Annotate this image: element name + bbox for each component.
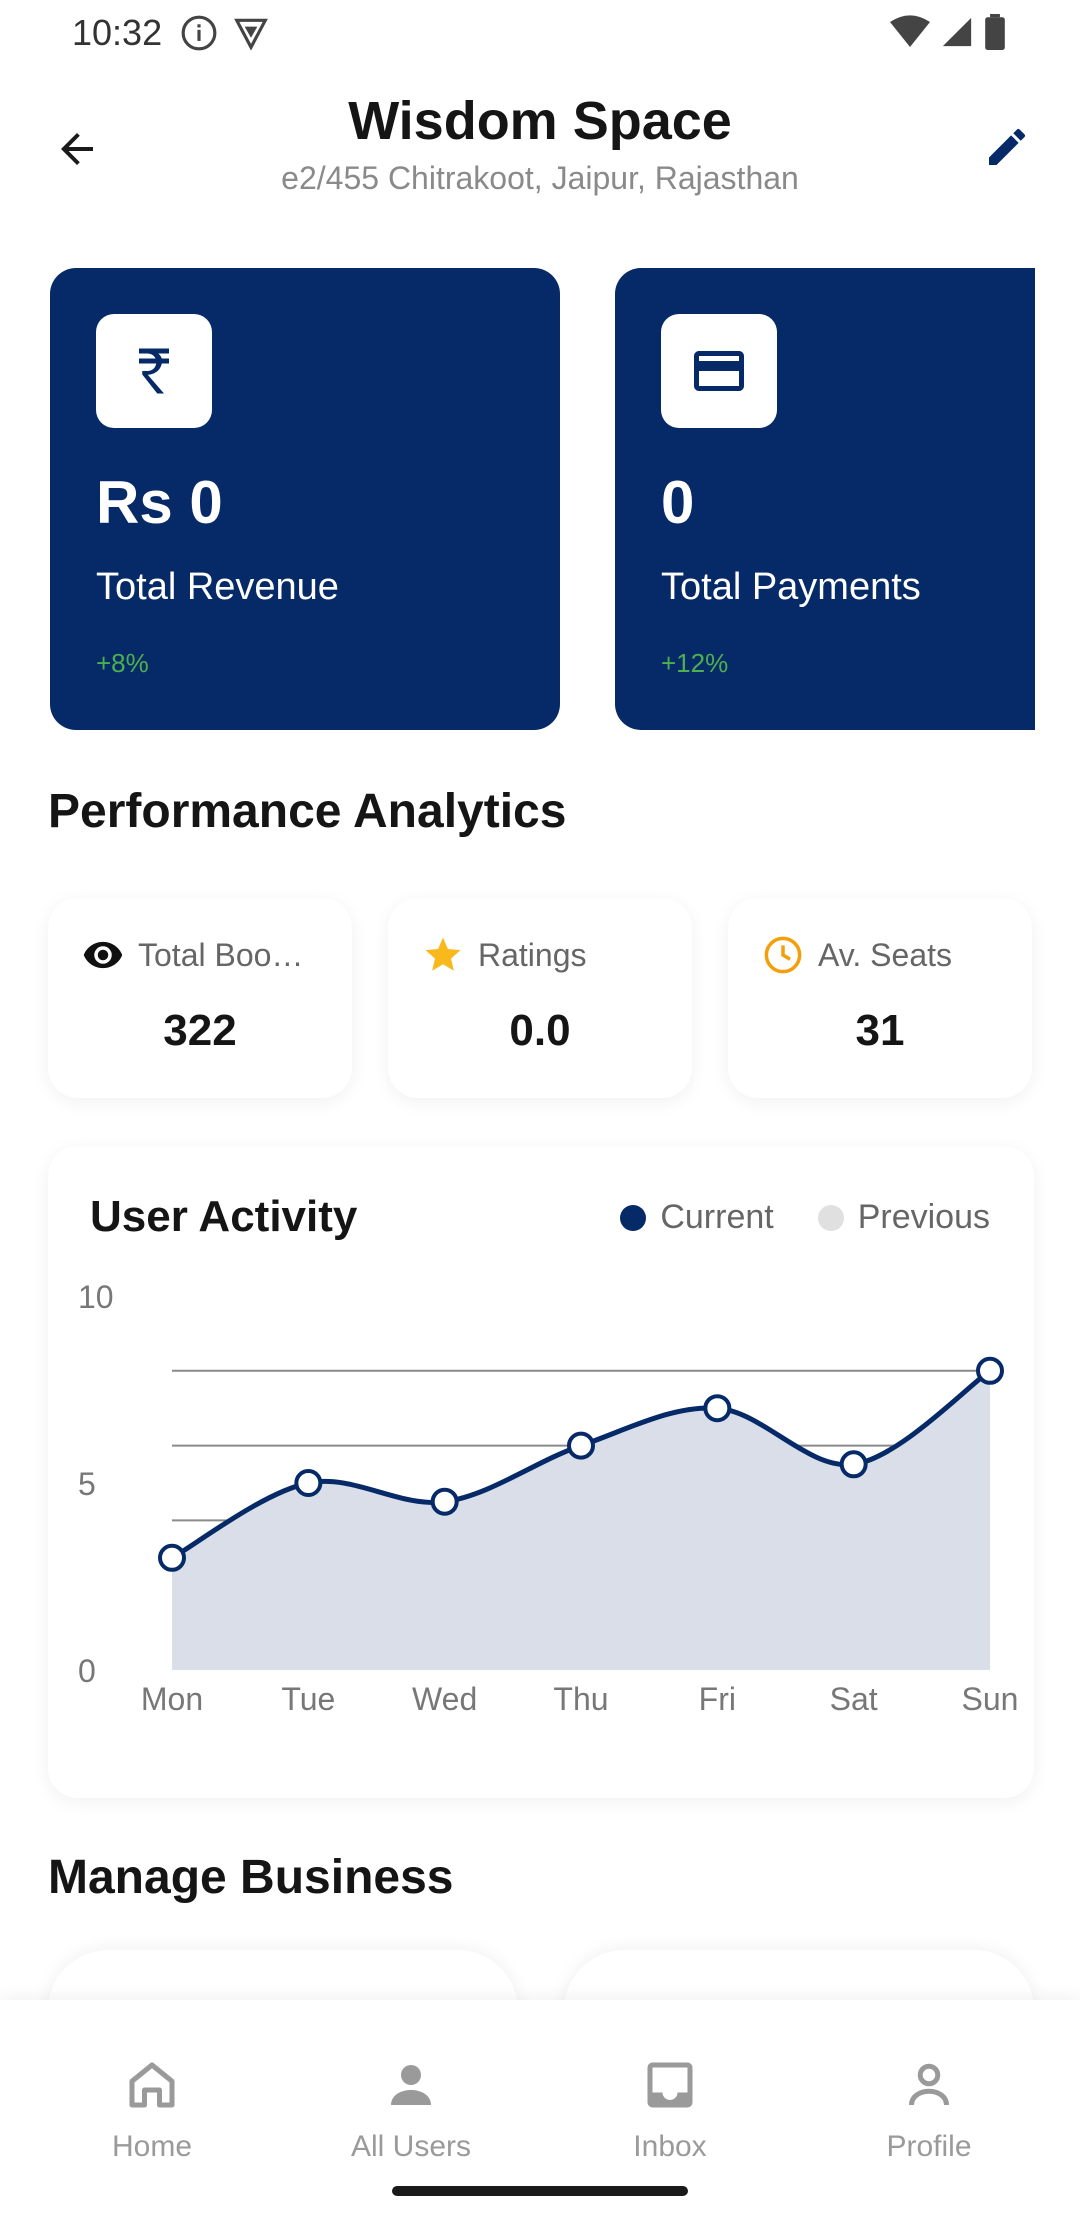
page-subtitle: e2/455 Chitrakoot, Jaipur, Rajasthan	[281, 160, 799, 196]
battery-icon	[985, 14, 1005, 50]
data-point	[976, 1356, 1004, 1385]
x-tick-label: Fri	[699, 1681, 736, 1717]
status-bar: 10:32	[0, 0, 1080, 66]
home-icon	[129, 2062, 175, 2108]
legend-dot	[620, 1204, 647, 1231]
legend-item-current: Current	[620, 1198, 774, 1237]
metric-value: 0.0	[509, 1006, 571, 1055]
eye-icon	[83, 941, 123, 969]
vpn-shield-icon	[234, 18, 268, 51]
legend-label: Previous	[857, 1198, 990, 1236]
pencil-icon	[989, 128, 1026, 165]
user-activity-chart: 10 5 0 Mon Tue Wed Thu Fri Sat Sun	[78, 1279, 1019, 1717]
performance-section-title: Performance Analytics	[48, 785, 567, 838]
rupee-icon-box	[96, 314, 212, 428]
revenue-value: Rs 0	[96, 469, 223, 536]
y-tick-label: 5	[78, 1466, 96, 1502]
y-tick-label: 0	[78, 1653, 96, 1689]
user-icon	[391, 2065, 431, 2105]
x-tick-label: Tue	[281, 1681, 335, 1717]
data-point	[567, 1431, 595, 1460]
x-tick-label: Mon	[141, 1681, 203, 1717]
legend-label: Current	[660, 1198, 774, 1236]
wifi-icon	[890, 15, 930, 48]
clock-icon	[764, 936, 802, 974]
revenue-label: Total Revenue	[96, 566, 339, 608]
legend-dot	[817, 1204, 844, 1231]
nav-label: Profile	[886, 2130, 972, 2163]
data-point	[430, 1487, 459, 1516]
nav-label: Inbox	[633, 2130, 707, 2163]
x-tick-label: Sat	[830, 1681, 878, 1717]
x-tick-label: Sun	[962, 1681, 1019, 1717]
star-icon	[425, 937, 461, 971]
y-tick-label: 10	[78, 1279, 114, 1315]
x-tick-label: Wed	[412, 1681, 477, 1717]
nav-inbox[interactable]: Inbox	[570, 2050, 770, 2164]
nav-home[interactable]: Home	[52, 2050, 252, 2164]
data-point	[294, 1469, 323, 1497]
metric-value: 322	[163, 1006, 237, 1055]
total-bookings-card[interactable]: Total Boo… 322	[48, 898, 352, 1098]
total-revenue-card[interactable]: Rs 0 Total Revenue +8%	[50, 268, 560, 730]
home-indicator	[392, 2186, 688, 2196]
x-tick-label: Thu	[553, 1681, 608, 1717]
revenue-change: +8%	[96, 648, 149, 678]
manage-section-title: Manage Business	[48, 1851, 454, 1904]
status-notifications	[180, 14, 270, 52]
status-time: 10:32	[72, 12, 163, 53]
metric-label: Total Boo…	[138, 936, 304, 973]
user-activity-card: User Activity Current Previous 10 5 0 Mon Tu…	[48, 1146, 1034, 1798]
ratings-card[interactable]: Ratings 0.0	[388, 898, 692, 1098]
metric-label: Av. Seats	[818, 936, 952, 973]
profile-icon	[909, 2063, 949, 2106]
nav-label: Home	[111, 2130, 193, 2163]
rupee-icon	[139, 348, 169, 394]
data-point	[839, 1450, 868, 1479]
info-icon	[181, 15, 217, 51]
edit-button[interactable]	[974, 114, 1040, 180]
payments-change: +12%	[661, 648, 729, 678]
payments-value: 0	[661, 469, 695, 536]
available-seats-card[interactable]: Av. Seats 31	[728, 898, 1032, 1098]
legend-item-previous: Previous	[817, 1198, 990, 1237]
signal-icon	[942, 17, 972, 47]
metric-value: 31	[855, 1006, 905, 1055]
chart-title: User Activity	[90, 1192, 358, 1241]
card-icon	[694, 351, 744, 391]
status-system	[890, 14, 1006, 50]
data-point	[158, 1543, 186, 1572]
inbox-icon	[647, 2062, 693, 2108]
data-point	[703, 1394, 732, 1423]
payments-label: Total Payments	[661, 566, 921, 608]
metric-label: Ratings	[478, 936, 587, 973]
card-icon-box	[661, 314, 777, 428]
area-fill	[172, 1370, 990, 1670]
back-button[interactable]	[44, 116, 110, 182]
nav-all-users[interactable]: All Users	[311, 2050, 511, 2164]
chart-legend: Current Previous	[620, 1198, 990, 1237]
nav-profile[interactable]: Profile	[829, 2050, 1029, 2164]
app-bar: Wisdom Space e2/455 Chitrakoot, Jaipur, …	[0, 80, 1080, 210]
arrow-back-icon	[61, 133, 93, 165]
page-title: Wisdom Space	[348, 91, 732, 151]
bottom-navigation: Home All Users Inbox Profile	[0, 2000, 1080, 2220]
nav-label: All Users	[350, 2130, 471, 2163]
total-payments-card[interactable]: 0 Total Payments +12%	[615, 268, 1035, 730]
